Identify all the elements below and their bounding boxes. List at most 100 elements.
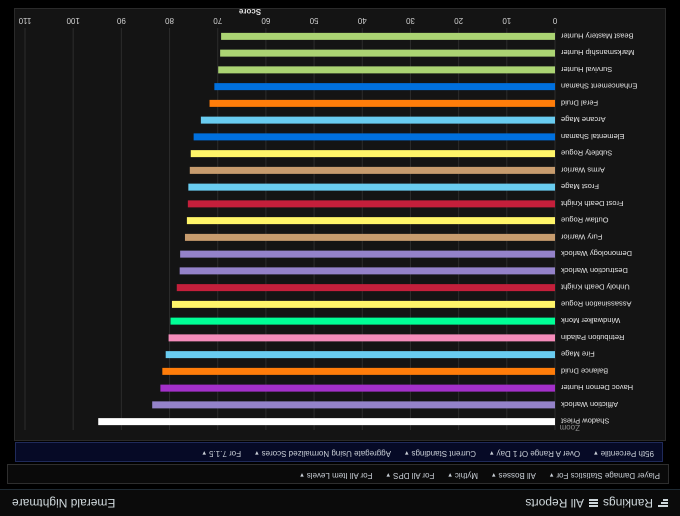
x-tick-label: 110 — [18, 16, 31, 25]
bar-arcane-mage[interactable] — [200, 116, 555, 124]
x-tick-label: 0 — [552, 16, 557, 25]
bar-balance-druid[interactable] — [162, 367, 555, 375]
all-reports-label: All Reports — [525, 496, 584, 510]
bar-elemental-shaman[interactable] — [193, 133, 555, 141]
bar-fury-warrior[interactable] — [184, 233, 555, 241]
bar-marksmanship-hunter[interactable] — [220, 49, 555, 57]
score-bar-chart: 0 10 20 30 40 50 60 70 80 90 100 110 Score Shadow Pri… — [14, 7, 666, 441]
category-label: Subtlety Rogue — [561, 149, 612, 158]
filter-primary-dropdown-label: For All Item Levels — [306, 471, 373, 480]
list-icon — [589, 499, 598, 507]
filter-row-secondary: 95th Percentile ▾ Over A Range Of 1 Day ▾ Cu… — [203, 449, 654, 458]
caret-down-icon: ▾ — [386, 471, 391, 479]
bar-feral-druid[interactable] — [209, 99, 555, 107]
category-label: Arcane Mage — [561, 115, 606, 124]
category-label: Elemental Shaman — [561, 132, 624, 141]
filter-bar-secondary: 95th Percentile ▾ Over A Range Of 1 Day ▾ Cu… — [15, 442, 663, 462]
bar-windwalker-monk[interactable] — [170, 317, 555, 325]
rankings-label: Rankings — [602, 496, 653, 510]
category-label: Demonology Warlock — [561, 249, 632, 258]
filter-primary-dropdown-4[interactable]: For All Item Levels ▾ — [300, 471, 372, 480]
category-label: Fire Mage — [561, 350, 595, 359]
bar-shadow-priest[interactable] — [98, 418, 555, 426]
filter-primary-dropdown-label: For All DPS — [393, 471, 435, 480]
bar-frost-mage[interactable] — [188, 183, 555, 191]
bar-unholy-death-knight[interactable] — [176, 284, 555, 292]
caret-down-icon: ▾ — [448, 471, 452, 479]
filter-primary-dropdown-label: Mythic — [454, 471, 479, 480]
x-tick-label: 30 — [405, 16, 414, 25]
category-label: Havoc Demon Hunter — [561, 383, 634, 392]
x-tick-label: 90 — [116, 16, 125, 25]
caret-down-icon: ▾ — [594, 449, 598, 457]
category-label: Shadow Priest — [560, 417, 609, 426]
x-tick-label: 100 — [66, 16, 80, 25]
bar-enhancement-shaman[interactable] — [214, 83, 555, 91]
category-label: Frost Mage — [561, 182, 599, 191]
bar-fire-mage[interactable] — [165, 351, 555, 359]
caret-down-icon: ▾ — [300, 471, 304, 479]
filter-secondary-dropdown-2[interactable]: Current Standings ▾ — [405, 449, 476, 458]
filter-secondary-dropdown-label: Over A Range Of 1 Day — [496, 449, 581, 458]
bar-demonology-warlock[interactable] — [180, 250, 555, 258]
caret-down-icon: ▾ — [549, 471, 554, 479]
x-tick-label: 80 — [165, 16, 174, 25]
filter-primary-dropdown-3[interactable]: For All DPS ▾ — [387, 471, 435, 480]
category-label: Marksmanship Hunter — [560, 48, 634, 57]
filter-primary-dropdown-0[interactable]: Player Damage Statistics For ▾ — [550, 471, 660, 480]
category-label: Unholy Death Knight — [560, 283, 630, 292]
bar-subtlety-rogue[interactable] — [190, 150, 555, 158]
rankings-link[interactable]: Rankings — [603, 496, 668, 510]
x-tick-label: 10 — [502, 16, 511, 25]
bar-survival-hunter[interactable] — [218, 66, 555, 74]
filter-primary-dropdown-1[interactable]: All Bosses ▾ — [492, 471, 536, 480]
category-label: Windwalker Monk — [561, 316, 620, 325]
filter-secondary-dropdown-3[interactable]: Aggregate Using Normalized Scores ▾ — [255, 449, 391, 458]
filter-row-primary: Player Damage Statistics For ▾ All Bosses ▾… — [300, 471, 660, 480]
category-label: Destruction Warlock — [561, 266, 628, 275]
x-axis-title: Score — [238, 7, 261, 16]
category-label: Feral Druid — [561, 98, 598, 107]
top-nav-bar: Rankings All Reports Emerald Nightmare — [0, 489, 680, 516]
bar-retribution-paladin[interactable] — [168, 334, 555, 342]
filter-secondary-dropdown-label: 95th Percentile — [600, 449, 654, 458]
category-label: Arms Warrior — [561, 165, 605, 174]
bar-arms-warrior[interactable] — [189, 166, 555, 174]
bar-havoc-demon-hunter[interactable] — [160, 384, 555, 392]
bar-frost-death-knight[interactable] — [187, 200, 555, 208]
zone-title: Emerald Nightmare — [12, 496, 116, 510]
category-label: Balance Druid — [561, 366, 608, 375]
bar-beast-mastery-hunter[interactable] — [221, 32, 555, 40]
x-tick-label: 40 — [357, 16, 366, 25]
filter-primary-dropdown-2[interactable]: Mythic ▾ — [448, 471, 478, 480]
caret-down-icon: ▾ — [492, 471, 496, 479]
bar-assassination-rogue[interactable] — [171, 300, 555, 308]
category-label: Affliction Warlock — [561, 400, 618, 409]
x-tick-label: 60 — [261, 16, 270, 25]
category-label: Survival Hunter — [561, 65, 613, 74]
category-label: Outlaw Rogue — [561, 216, 609, 225]
category-label: Beast Mastery Hunter — [561, 31, 634, 40]
filter-primary-dropdown-label: Player Damage Statistics For — [556, 471, 660, 480]
filter-secondary-dropdown-label: For 7.1.5 — [209, 449, 242, 458]
bar-outlaw-rogue[interactable] — [186, 217, 555, 225]
all-reports-link[interactable]: All Reports — [525, 496, 598, 510]
bar-affliction-warlock[interactable] — [152, 401, 555, 409]
caret-down-icon: ▾ — [489, 449, 494, 457]
filter-secondary-dropdown-0[interactable]: 95th Percentile ▾ — [594, 449, 654, 458]
category-label: Enhancement Shaman — [561, 82, 637, 91]
filter-primary-dropdown-label: All Bosses — [498, 471, 536, 480]
caret-down-icon: ▾ — [404, 449, 409, 457]
bar-destruction-warlock[interactable] — [179, 267, 555, 275]
category-label: Retribution Paladin — [561, 333, 624, 342]
filter-secondary-dropdown-1[interactable]: Over A Range Of 1 Day ▾ — [490, 449, 580, 458]
x-tick-label: 20 — [454, 16, 463, 25]
filter-secondary-dropdown-4[interactable]: For 7.1.5 ▾ — [203, 449, 242, 458]
caret-down-icon: ▾ — [255, 449, 259, 457]
category-label: Fury Warrior — [561, 232, 603, 241]
category-label: Frost Death Knight — [560, 199, 623, 208]
x-tick-label: 70 — [213, 16, 222, 25]
zoom-label[interactable]: Zoom — [559, 423, 580, 432]
caret-down-icon: ▾ — [202, 449, 207, 457]
